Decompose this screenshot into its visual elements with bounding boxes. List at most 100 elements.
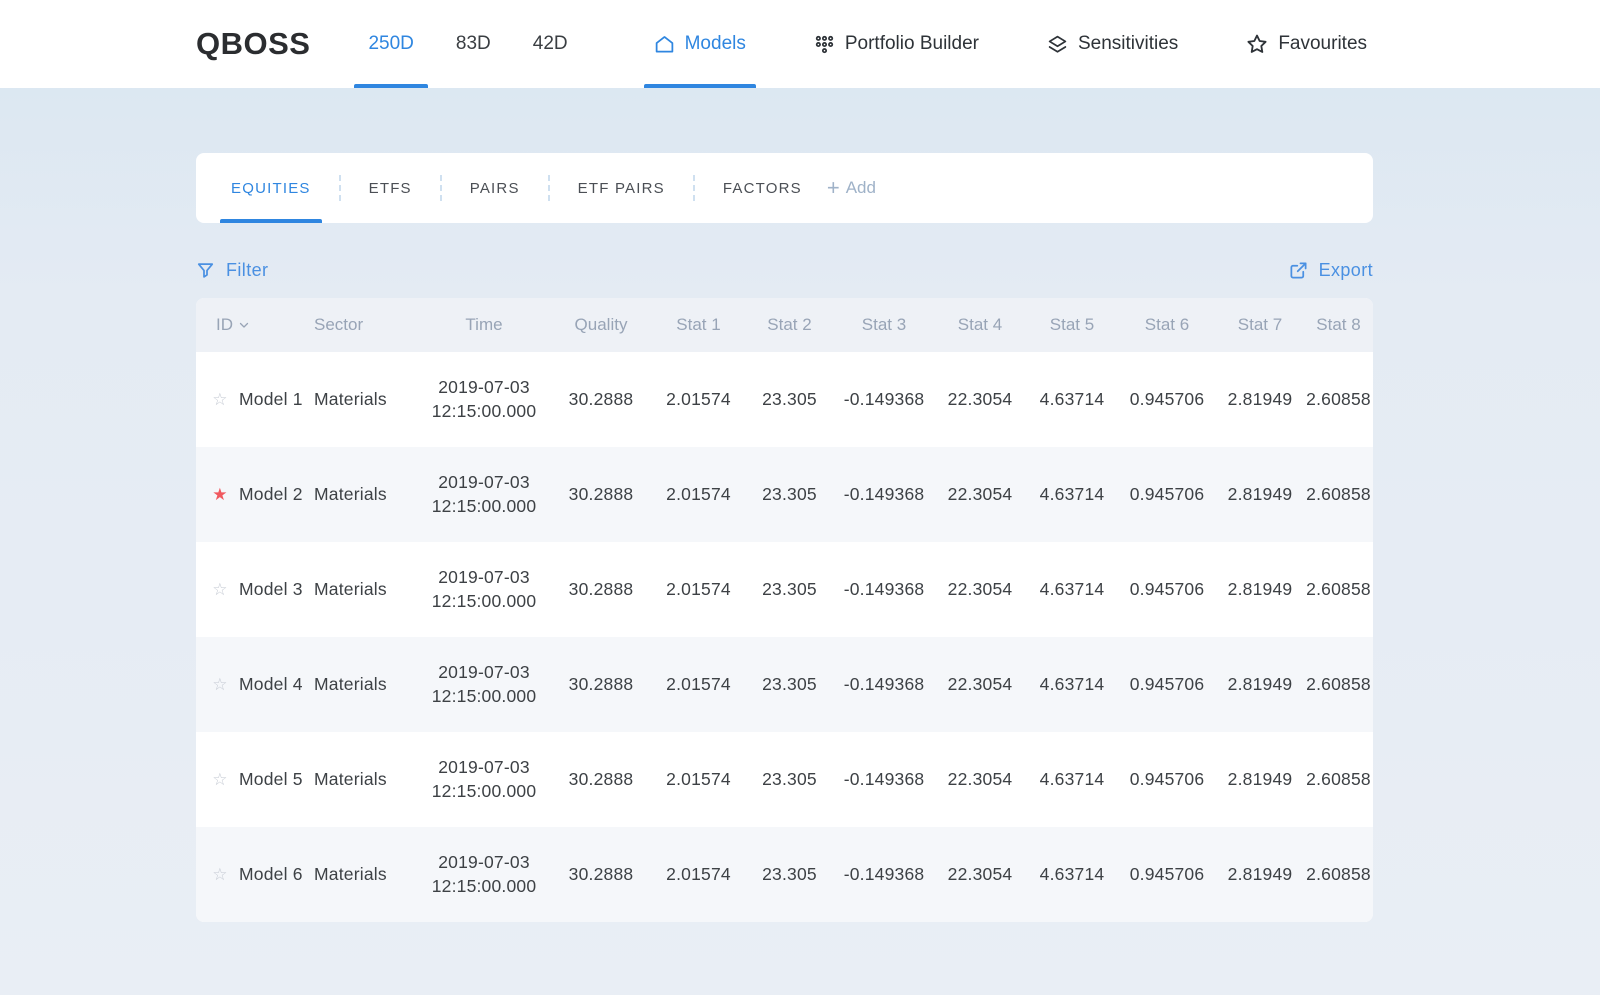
model-id-cell: ☆ Model 4 xyxy=(196,637,314,732)
export-icon xyxy=(1289,261,1308,280)
sector-cell: Materials xyxy=(314,864,387,884)
stat-6-cell: 0.945706 xyxy=(1129,864,1205,884)
tab-etf-pairs[interactable]: ETF PAIRS xyxy=(567,153,676,223)
filter-label: Filter xyxy=(226,259,269,280)
table-row[interactable]: ☆ Model 4 Materials 2019-07-03 12:15:00.000 3… xyxy=(196,637,1373,732)
category-tab-bar: EQUITIES ETFS PAIRS ETF PAIRS FACTORS + … xyxy=(196,153,1373,223)
column-header-stat-7: Stat 7 xyxy=(1216,298,1304,352)
model-id-label: Model 3 xyxy=(239,579,303,599)
nav-item-label: Portfolio Builder xyxy=(844,33,979,54)
favourite-star-outline-icon[interactable]: ☆ xyxy=(212,389,228,409)
time-cell: 2019-07-03 12:15:00.000 xyxy=(431,661,537,706)
model-id-label: Model 1 xyxy=(239,389,303,409)
period-tab-250d[interactable]: 250D xyxy=(354,0,429,88)
sector-cell: Materials xyxy=(314,484,387,504)
sector-cell: Materials xyxy=(314,389,387,409)
model-id-label: Model 4 xyxy=(239,674,303,694)
model-id-cell: ★ Model 2 xyxy=(196,447,314,542)
nav-item-label: Models xyxy=(684,33,746,54)
models-table: ID Sector Time Quality Stat 1 Stat 2 Stat 3 Sta… xyxy=(196,298,1373,922)
column-header-id[interactable]: ID xyxy=(196,298,314,352)
favourite-star-outline-icon[interactable]: ☆ xyxy=(212,864,228,884)
quality-cell: 30.2888 xyxy=(568,484,634,504)
filter-button[interactable]: Filter xyxy=(196,260,268,281)
tab-separator xyxy=(692,175,695,201)
table-row[interactable]: ☆ Model 6 Materials 2019-07-03 12:15:00.000 3… xyxy=(196,827,1373,922)
stat-4-cell: 22.3054 xyxy=(947,674,1013,694)
column-header-quality: Quality xyxy=(550,298,652,352)
brand-logo: QBOSS xyxy=(196,26,311,61)
stat-2-cell: 23.305 xyxy=(762,769,817,789)
stat-6-cell: 0.945706 xyxy=(1129,579,1205,599)
stat-7-cell: 2.81949 xyxy=(1227,769,1293,789)
nav-item-models[interactable]: Models xyxy=(643,0,757,88)
stat-3-cell: -0.149368 xyxy=(843,484,925,504)
stat-4-cell: 22.3054 xyxy=(947,484,1013,504)
tab-separator xyxy=(547,175,550,201)
grid-dots-icon xyxy=(814,34,835,55)
star-icon xyxy=(1246,33,1268,55)
tab-factors[interactable]: FACTORS xyxy=(712,153,813,223)
table-row[interactable]: ☆ Model 5 Materials 2019-07-03 12:15:00.000 3… xyxy=(196,732,1373,827)
nav-item-sensitivities[interactable]: Sensitivities xyxy=(1037,0,1188,88)
time-cell: 2019-07-03 12:15:00.000 xyxy=(431,376,537,421)
table-row[interactable]: ☆ Model 3 Materials 2019-07-03 12:15:00.000 3… xyxy=(196,542,1373,637)
stat-5-cell: 4.63714 xyxy=(1039,389,1105,409)
main-nav: Models Portfolio Builder Sensitivities xyxy=(596,0,1377,88)
time-cell: 2019-07-03 12:15:00.000 xyxy=(431,566,537,611)
tab-etfs[interactable]: ETFS xyxy=(358,153,423,223)
model-id-cell: ☆ Model 1 xyxy=(196,352,314,447)
nav-item-favourites[interactable]: Favourites xyxy=(1236,0,1377,88)
stat-6-cell: 0.945706 xyxy=(1129,769,1205,789)
column-header-sector: Sector xyxy=(314,298,418,352)
tab-separator xyxy=(338,175,341,201)
sector-cell: Materials xyxy=(314,769,387,789)
period-tab-83d[interactable]: 83D xyxy=(442,0,505,88)
period-tabs: 250D 83D 42D xyxy=(354,0,595,88)
tab-label: ETFS xyxy=(368,179,412,197)
stat-7-cell: 2.81949 xyxy=(1227,389,1293,409)
model-id-cell: ☆ Model 3 xyxy=(196,542,314,637)
nav-item-label: Sensitivities xyxy=(1077,33,1179,54)
stat-1-cell: 2.01574 xyxy=(666,769,731,789)
sort-chevron-down-icon xyxy=(239,322,249,328)
favourite-star-outline-icon[interactable]: ☆ xyxy=(212,579,228,599)
quality-cell: 30.2888 xyxy=(568,389,634,409)
table-row[interactable]: ★ Model 2 Materials 2019-07-03 12:15:00.000 3… xyxy=(196,447,1373,542)
table-row[interactable]: ☆ Model 1 Materials 2019-07-03 12:15:00.000 3… xyxy=(196,352,1373,447)
tab-label: PAIRS xyxy=(469,179,520,197)
stat-2-cell: 23.305 xyxy=(762,389,817,409)
quality-cell: 30.2888 xyxy=(568,864,634,884)
period-tab-label: 250D xyxy=(368,33,414,54)
favourite-star-outline-icon[interactable]: ☆ xyxy=(212,674,228,694)
stat-1-cell: 2.01574 xyxy=(666,674,731,694)
column-header-stat-6: Stat 6 xyxy=(1118,298,1216,352)
stat-5-cell: 4.63714 xyxy=(1039,484,1105,504)
time-cell: 2019-07-03 12:15:00.000 xyxy=(431,851,537,896)
favourite-star-outline-icon[interactable]: ☆ xyxy=(212,769,228,789)
stat-8-cell: 2.60858 xyxy=(1306,769,1371,789)
export-button[interactable]: Export xyxy=(1289,260,1373,281)
nav-item-portfolio-builder[interactable]: Portfolio Builder xyxy=(804,0,989,88)
stat-7-cell: 2.81949 xyxy=(1227,674,1293,694)
stat-8-cell: 2.60858 xyxy=(1306,864,1371,884)
tab-label: FACTORS xyxy=(722,179,802,197)
quality-cell: 30.2888 xyxy=(568,674,634,694)
column-header-stat-3: Stat 3 xyxy=(834,298,934,352)
sector-cell: Materials xyxy=(314,579,387,599)
add-tab-button[interactable]: + Add xyxy=(827,153,876,223)
time-cell: 2019-07-03 12:15:00.000 xyxy=(431,471,537,516)
period-tab-42d[interactable]: 42D xyxy=(519,0,582,88)
stat-3-cell: -0.149368 xyxy=(843,769,925,789)
favourite-star-filled-icon[interactable]: ★ xyxy=(212,484,228,504)
tab-equities[interactable]: EQUITIES xyxy=(220,153,322,223)
stat-3-cell: -0.149368 xyxy=(843,864,925,884)
model-id-cell: ☆ Model 5 xyxy=(196,732,314,827)
stat-2-cell: 23.305 xyxy=(762,864,817,884)
export-label: Export xyxy=(1318,259,1373,280)
column-header-stat-5: Stat 5 xyxy=(1026,298,1118,352)
column-header-stat-2: Stat 2 xyxy=(745,298,834,352)
stat-5-cell: 4.63714 xyxy=(1039,674,1105,694)
tab-pairs[interactable]: PAIRS xyxy=(459,153,531,223)
stat-7-cell: 2.81949 xyxy=(1227,579,1293,599)
